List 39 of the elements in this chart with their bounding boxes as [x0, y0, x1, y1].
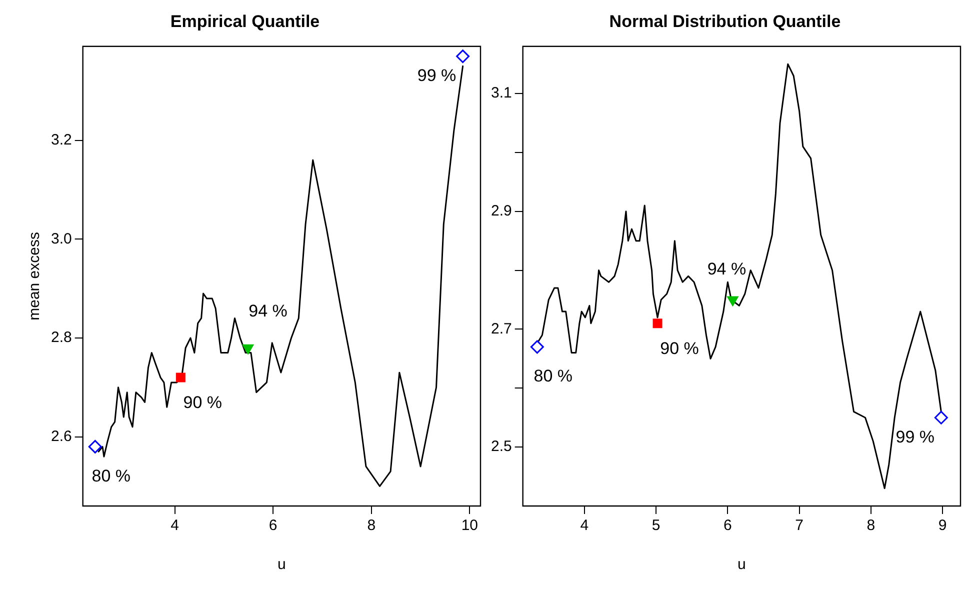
annotation: 99 %	[896, 427, 935, 446]
y-tick-label: 2.9	[490, 202, 512, 220]
annotation: 80 %	[92, 466, 131, 486]
x-axis-title: u	[738, 556, 746, 574]
x-tick-label: 8	[866, 517, 876, 534]
x-tick-label: 8	[367, 517, 376, 534]
annotation: 99 %	[417, 66, 456, 85]
annotation: 94 %	[707, 259, 746, 278]
x-tick-label: 5	[652, 517, 660, 534]
point	[530, 340, 544, 354]
x-tick-label: 6	[268, 517, 278, 534]
x-tick-label: 6	[724, 517, 732, 534]
y-tick-label: 3.2	[50, 131, 72, 148]
chart-title: Normal Distribution Quantile	[609, 12, 841, 31]
point	[176, 372, 186, 382]
annotation: 90 %	[183, 393, 222, 412]
annotation: 94 %	[248, 302, 288, 321]
annotation: 90 %	[660, 339, 699, 358]
point	[88, 440, 102, 454]
annotation: 80 %	[534, 366, 573, 386]
y-tick-label: 2.6	[50, 428, 72, 445]
point	[456, 50, 470, 64]
y-tick-label: 3.0	[50, 230, 72, 248]
x-tick-label: 9	[938, 517, 947, 534]
y-tick-label: 3.1	[490, 84, 512, 102]
y-tick-label: 2.7	[490, 320, 512, 338]
x-axis-title: u	[278, 556, 286, 574]
x-tick-label: 4	[170, 517, 179, 534]
point	[934, 410, 948, 424]
x-tick-label: 10	[461, 517, 478, 534]
y-tick-label: 2.8	[50, 329, 72, 346]
point	[652, 318, 662, 328]
chart-title: Empirical Quantile	[170, 12, 320, 31]
x-tick-label: 4	[580, 517, 589, 534]
x-tick-label: 7	[795, 517, 804, 534]
point	[242, 344, 254, 354]
y-tick-label: 2.5	[490, 438, 512, 456]
y-axis-title: mean excess	[26, 232, 44, 320]
point	[727, 296, 738, 306]
